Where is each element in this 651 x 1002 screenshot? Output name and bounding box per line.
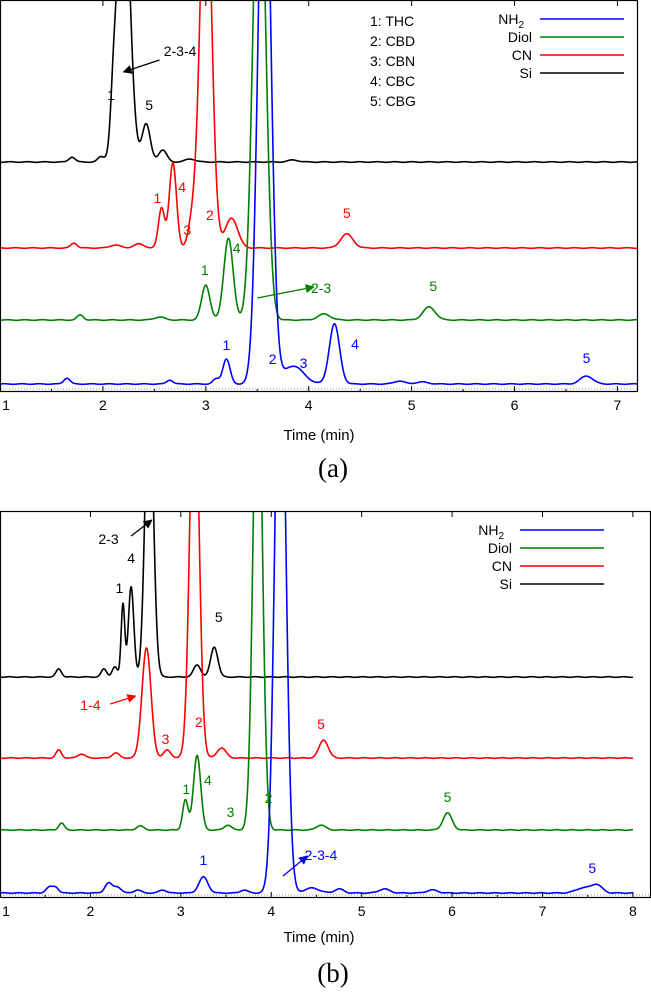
peak-label: 2 [269,351,277,367]
peak-label: 2 [195,714,203,730]
peak-arrow [257,284,315,299]
x-tick-label: 4 [267,903,275,919]
x-tick-label: 2 [99,397,107,413]
peak-label: 5 [429,278,437,294]
panel-tag: (a) [318,453,348,483]
peak-label: 5 [588,860,596,876]
peak-key-entry: 3: CBN [370,53,415,69]
legend-label: NH2 [498,11,524,31]
peak-label: 4 [178,179,186,195]
peak-arrow [110,694,137,705]
peak-label: 5 [343,205,351,221]
x-tick-label: 2 [87,903,95,919]
series-line-cn [0,0,638,250]
peak-label: 1 [107,87,115,103]
peak-arrow [122,59,160,74]
x-tick-label: 8 [629,903,637,919]
peak-label: 2-3 [98,531,118,547]
x-tick-label: 4 [305,397,313,413]
peak-label: 1 [201,262,209,278]
peak-arrow [282,855,309,877]
x-tick-label: 7 [614,397,622,413]
peak-label: 5 [215,609,223,625]
peak-label: 1 [222,337,230,353]
peak-label: 3 [300,355,308,371]
series-line-si [0,511,634,679]
peak-label: 1 [182,781,190,797]
peak-key-entry: 1: THC [370,13,414,29]
peak-label: 5 [145,97,153,113]
x-tick-label: 5 [408,397,416,413]
peak-key-entry: 4: CBC [370,73,415,89]
x-tick-label: 7 [539,903,547,919]
legend-label: CN [512,47,532,63]
legend-label: Si [520,65,532,81]
peak-label: 1 [115,580,123,596]
x-tick-label: 6 [511,397,519,413]
series-line-nh2 [0,0,638,386]
peak-label: 4 [127,550,135,566]
peak-label: 1-4 [80,697,100,713]
legend-label: CN [492,558,512,574]
peak-label: 5 [317,716,325,732]
peak-label: 5 [444,789,452,805]
peak-label: 4 [204,772,212,788]
legend-label: Diol [488,540,512,556]
peak-arrow [130,519,153,537]
x-tick-label: 1 [2,903,10,919]
x-tick-label: 6 [448,903,456,919]
peak-label: 1 [154,190,162,206]
series-line-cn [0,511,634,760]
series-line-si [0,0,638,164]
x-tick-label: 5 [358,903,366,919]
peak-label: 3 [227,804,235,820]
peak-label: 2 [206,207,214,223]
series-line-diol [0,0,638,322]
trace-group [0,0,638,386]
peak-label: 2-3-4 [164,43,197,59]
peak-label: 3 [183,222,191,238]
x-tick-label: 3 [202,397,210,413]
trace-group [0,511,634,895]
peak-label: 4 [351,336,359,352]
series-line-diol [0,511,634,832]
peak-label: 5 [583,350,591,366]
panel-tag: (b) [317,958,348,988]
peak-label: 2-3 [311,280,331,296]
plot-frame [0,0,639,393]
x-axis-label: Time (min) [283,427,354,444]
peak-label: 1 [200,852,208,868]
legend-label-subscript: 2 [518,20,524,31]
peak-key-entry: 2: CBD [370,33,415,49]
legend-label: Si [500,576,512,592]
x-tick-label: 3 [177,903,185,919]
peak-key-entry: 5: CBG [370,93,416,109]
peak-label: 3 [162,731,170,747]
series-line-nh2 [0,511,634,895]
legend-label: Diol [508,29,532,45]
x-axis-label: Time (min) [283,929,354,946]
peak-label: 2-3-4 [305,847,338,863]
legend-label: NH2 [478,522,504,542]
x-tick-label: 1 [2,397,10,413]
peak-label: 4 [233,240,241,256]
legend-label-subscript: 2 [498,531,504,542]
peak-label: 2 [265,790,273,806]
